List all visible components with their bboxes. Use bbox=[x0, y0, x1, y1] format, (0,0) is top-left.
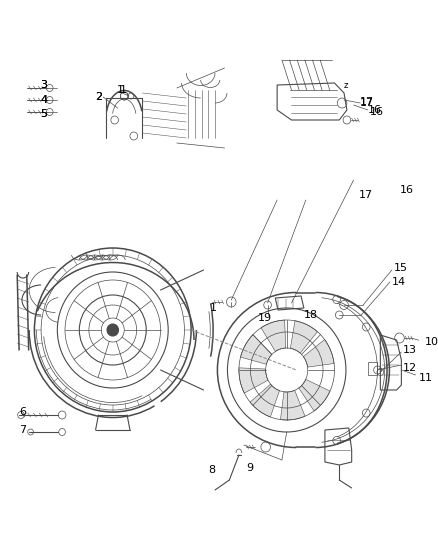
Text: 14: 14 bbox=[392, 277, 406, 287]
Text: 17: 17 bbox=[360, 97, 374, 107]
Text: 11: 11 bbox=[419, 373, 433, 383]
Text: 16: 16 bbox=[399, 185, 413, 195]
Wedge shape bbox=[261, 320, 286, 351]
Text: 6: 6 bbox=[19, 407, 26, 417]
Text: z: z bbox=[344, 80, 348, 90]
Text: 15: 15 bbox=[394, 263, 408, 273]
Text: 19: 19 bbox=[258, 313, 272, 323]
Wedge shape bbox=[290, 321, 318, 353]
Text: 3: 3 bbox=[40, 80, 47, 90]
Wedge shape bbox=[250, 384, 279, 417]
Text: 9: 9 bbox=[247, 463, 254, 473]
Text: 5: 5 bbox=[40, 109, 47, 119]
Text: 2: 2 bbox=[95, 92, 102, 102]
Text: 17: 17 bbox=[358, 190, 372, 200]
Text: 3: 3 bbox=[40, 80, 47, 90]
Wedge shape bbox=[304, 340, 334, 367]
Text: 8: 8 bbox=[208, 465, 215, 475]
Text: 1: 1 bbox=[120, 85, 127, 95]
Wedge shape bbox=[299, 379, 330, 411]
Text: 17: 17 bbox=[360, 98, 374, 108]
Text: 4: 4 bbox=[40, 95, 47, 105]
Text: 5: 5 bbox=[40, 109, 47, 119]
Text: 13: 13 bbox=[403, 345, 417, 355]
Text: 1: 1 bbox=[210, 303, 217, 313]
Wedge shape bbox=[240, 335, 272, 365]
Circle shape bbox=[107, 324, 119, 336]
Text: 16: 16 bbox=[368, 105, 382, 115]
Text: 10: 10 bbox=[425, 337, 438, 347]
Text: 1: 1 bbox=[117, 85, 124, 95]
Text: 7: 7 bbox=[19, 425, 26, 435]
Text: 18: 18 bbox=[304, 310, 318, 320]
Text: 12: 12 bbox=[403, 363, 417, 373]
Text: 4: 4 bbox=[40, 95, 47, 105]
Text: 16: 16 bbox=[370, 107, 384, 117]
Wedge shape bbox=[239, 368, 268, 393]
Wedge shape bbox=[280, 390, 305, 420]
Text: 2: 2 bbox=[95, 92, 102, 102]
